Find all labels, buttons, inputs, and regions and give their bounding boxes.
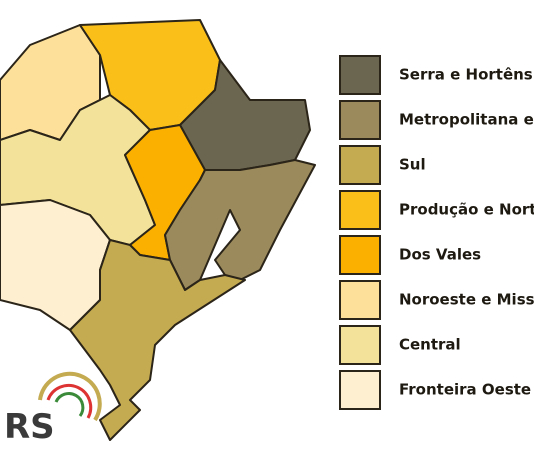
logo-arc [54, 392, 85, 417]
legend-label: Sul [399, 156, 426, 174]
legend-swatch [339, 100, 381, 140]
legend-label: Central [399, 336, 461, 354]
map [0, 19, 316, 441]
legend-label: Dos Vales [399, 246, 481, 264]
region-sul [69, 239, 246, 441]
legend-swatch [339, 145, 381, 185]
legend-swatch [339, 280, 381, 320]
logo-arc [38, 371, 102, 422]
legend-swatch [339, 235, 381, 275]
logo-text: RS [4, 407, 55, 447]
legend-label: Metropolitana e [399, 111, 534, 129]
region-metropolitana [164, 159, 316, 291]
legend-label: Fronteira Oeste [399, 381, 531, 399]
legend: Serra e Hortênsi Metropolitana e Sul Produç… [339, 55, 534, 410]
legend-label: Serra e Hortênsi [399, 66, 534, 84]
logo-arc [46, 383, 93, 419]
legend-swatch [339, 190, 381, 230]
legend-swatch [339, 55, 381, 95]
legend-swatch [339, 370, 381, 410]
legend-swatch [339, 325, 381, 365]
legend-label: Produção e Nort [399, 201, 534, 219]
logo: RS [4, 371, 102, 447]
legend-label: Noroeste e Miss [399, 291, 534, 309]
